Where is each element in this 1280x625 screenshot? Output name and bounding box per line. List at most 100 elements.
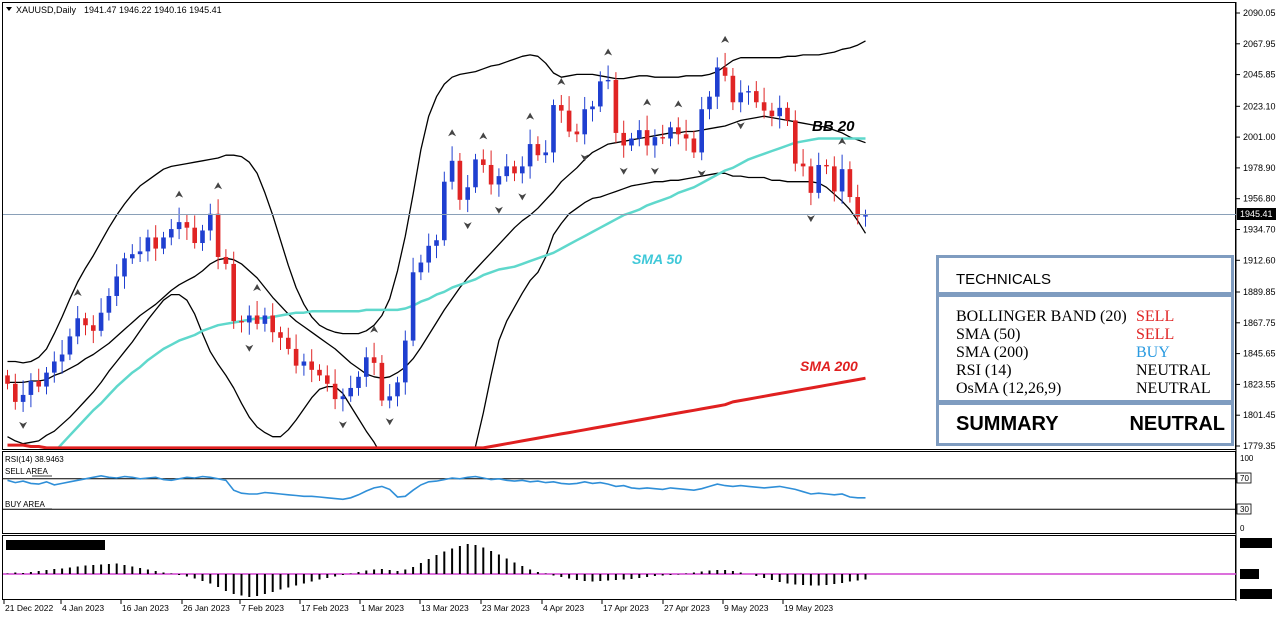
candle-body (247, 315, 252, 323)
technicals-row: RSI (14) NEUTRAL (956, 362, 1226, 380)
rsi-level-0: 0 (1240, 524, 1245, 533)
candle-body (59, 354, 65, 362)
candle-body (785, 107, 790, 121)
candle-body (348, 387, 353, 397)
candle-body (707, 96, 712, 110)
fractal-down-arrow-icon (650, 167, 659, 175)
candle-body (832, 166, 837, 192)
candle-body (395, 382, 400, 397)
price-tick-label: 1867.75 (1243, 318, 1276, 328)
fractal-up-arrow-icon (721, 35, 730, 43)
candle-body (426, 245, 431, 263)
x-tick-label: 19 May 2023 (784, 603, 833, 613)
technicals-row: BOLLINGER BAND (20) SELL (956, 308, 1226, 326)
candle-body (465, 187, 470, 200)
candle-body (559, 105, 564, 111)
candle-body (301, 361, 307, 366)
candle-body (668, 127, 673, 139)
ohlc-readout: 1941.47 1946.22 1940.16 1945.41 (84, 5, 222, 15)
candle-body (847, 169, 853, 198)
osma-axis-block-bottom (1240, 589, 1272, 599)
summary-label: SUMMARY (956, 413, 1059, 435)
price-tick-label: 1889.85 (1243, 287, 1276, 297)
candle-body (457, 160, 463, 200)
candle-body (169, 229, 174, 238)
fractal-down-arrow-icon (385, 418, 394, 426)
price-tick-label: 2090.05 (1243, 8, 1276, 18)
price-tick-label: 1934.70 (1243, 225, 1276, 235)
candle-body (761, 102, 767, 111)
candle-body (473, 159, 478, 188)
fractal-up-arrow-icon (253, 283, 262, 291)
candle-body (254, 315, 260, 324)
candle-body (652, 137, 658, 146)
candle-body (161, 237, 166, 249)
candle-body (83, 318, 88, 326)
price-tick-label: 1956.80 (1243, 194, 1276, 204)
candle-body (91, 325, 96, 331)
x-tick-label: 16 Jan 2023 (122, 603, 169, 613)
candle-body (746, 91, 751, 93)
indicator-signal: SELL (1136, 326, 1175, 343)
candle-body (356, 376, 361, 388)
price-tick-label: 2067.95 (1243, 39, 1276, 49)
candle-body (543, 152, 548, 156)
candle-body (676, 127, 681, 135)
fractal-down-arrow-icon (619, 167, 628, 175)
collapse-arrow-icon[interactable] (6, 7, 12, 11)
candle-body (769, 110, 775, 117)
fractal-up-arrow-icon (604, 48, 613, 56)
price-tick-label: 2045.85 (1243, 70, 1276, 80)
indicator-signal: NEUTRAL (1136, 362, 1211, 379)
rsi-panel-frame (2, 451, 1236, 534)
candle-body (644, 130, 650, 146)
indicator-signal: SELL (1136, 308, 1175, 325)
candle-body (176, 222, 182, 230)
candle-body (262, 315, 268, 324)
osma-axis-block-top (1240, 538, 1272, 548)
candle-body (317, 369, 322, 376)
candle-body (5, 375, 10, 384)
candle-body (683, 134, 689, 139)
fractal-up-arrow-icon (674, 100, 683, 108)
summary-box: SUMMARY NEUTRAL (936, 402, 1234, 446)
bb-annotation: BB 20 (812, 118, 855, 135)
technicals-list: BOLLINGER BAND (20) SELL SMA (50) SELL S… (936, 294, 1234, 403)
candle-body (566, 110, 572, 132)
candle-body (613, 79, 619, 133)
osma-axis-block-mid (1240, 569, 1259, 579)
candle-body (738, 92, 743, 103)
candle-body (192, 227, 197, 244)
rsi-title: RSI(14) 38.9463 (5, 455, 64, 464)
candle-body (122, 258, 127, 277)
price-tick-label: 1823.55 (1243, 379, 1276, 389)
price-tick-label: 1912.60 (1243, 255, 1276, 265)
candle-body (28, 380, 34, 395)
candle-body (293, 348, 299, 366)
candle-body (855, 197, 860, 217)
candle-body (582, 109, 587, 135)
indicator-name: RSI (14) (956, 362, 1012, 379)
candle-body (67, 336, 73, 355)
candle-body (13, 383, 18, 402)
candle-body (418, 262, 424, 273)
candle-body (379, 362, 385, 401)
technicals-row: OsMA (12,26,9) NEUTRAL (956, 380, 1226, 398)
osma-panel-frame (2, 535, 1236, 600)
candle-body (512, 166, 517, 174)
rsi-level-30-tag (1236, 503, 1252, 515)
candle-body (637, 130, 642, 139)
candle-body (223, 256, 229, 264)
buy-area-label: BUY AREA (5, 500, 46, 509)
fractal-down-arrow-icon (19, 421, 28, 429)
candle-body (605, 79, 611, 82)
sma200-line (7, 376, 866, 449)
candle-body (808, 166, 814, 193)
candle-body (340, 396, 346, 400)
x-tick-label: 21 Dec 2022 (5, 603, 53, 613)
x-tick-label: 7 Feb 2023 (241, 603, 284, 613)
candle-body (598, 81, 603, 107)
candle-body (777, 107, 782, 117)
candle-body (629, 138, 634, 146)
